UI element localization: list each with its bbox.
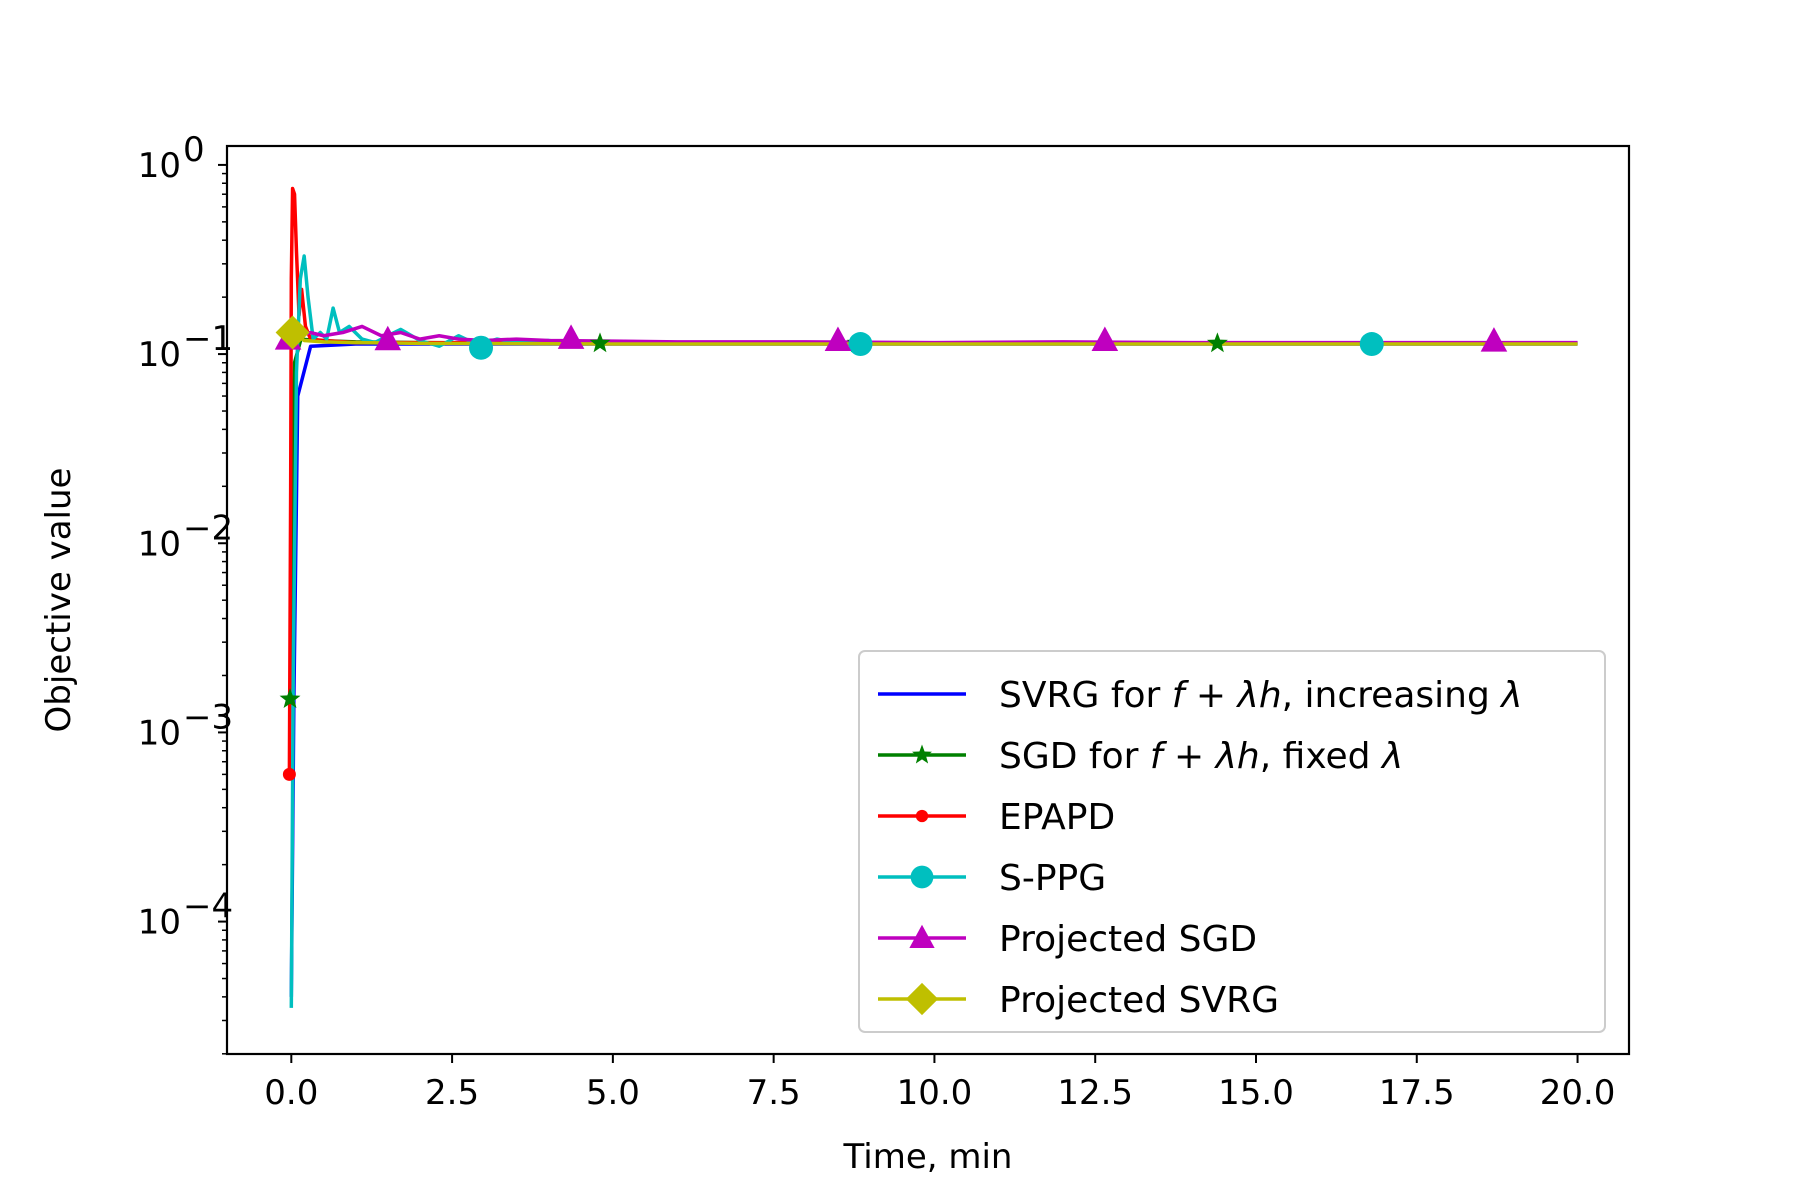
legend-frame	[858, 650, 1606, 1033]
series-marker	[1480, 327, 1508, 352]
y-axis-title: Objective value	[39, 468, 79, 733]
legend-label: Projected SVRG	[999, 980, 1279, 1021]
y-tick-label: 10	[138, 524, 181, 564]
series-marker	[824, 326, 852, 351]
series-marker	[848, 332, 873, 357]
y-tick-label: 10	[138, 146, 181, 186]
legend-marker	[912, 744, 932, 764]
legend-label: EPAPD	[999, 797, 1115, 838]
legend: SVRG for f + λh, increasing λ SGD for f +…	[858, 650, 1606, 1033]
y-tick-label: 10	[138, 713, 181, 753]
y-tick-label: 10	[138, 903, 181, 943]
series-marker	[282, 767, 296, 781]
series-line	[291, 331, 1578, 346]
x-tick-label: 0.0	[264, 1073, 318, 1113]
x-axis-ticks: 0.0 2.5 5.0 7.5 10.0 12.5 15.0 17.5 20.0	[264, 1054, 1615, 1113]
x-axis-title: Time, min	[843, 1137, 1013, 1177]
series-marker	[275, 315, 310, 350]
legend-label-part: , fixed	[1260, 736, 1382, 777]
x-tick-label: 20.0	[1540, 1073, 1616, 1113]
legend-marker	[905, 982, 939, 1016]
x-tick-label: 5.0	[586, 1073, 640, 1113]
series-marker	[279, 688, 301, 709]
legend-label: S-PPG	[999, 858, 1106, 899]
series-marker	[557, 324, 585, 349]
series-marker	[1091, 326, 1119, 351]
legend-label-part: SGD for	[999, 736, 1150, 777]
legend-label-part: λ	[1236, 675, 1259, 716]
y-tick-exponent: 0	[183, 130, 205, 170]
series-marker	[469, 335, 494, 360]
legend-label-part: λ	[1380, 736, 1403, 777]
legend-label: SVRG for f + λh, increasing λ	[999, 675, 1523, 716]
x-tick-label: 10.0	[897, 1073, 973, 1113]
x-tick-label: 15.0	[1218, 1073, 1294, 1113]
legend-label-part: +	[1184, 675, 1237, 716]
series-marker	[589, 332, 611, 353]
legend-label-part: SVRG for	[999, 675, 1172, 716]
x-tick-label: 12.5	[1057, 1073, 1133, 1113]
legend-label-part: λ	[1214, 736, 1237, 777]
x-tick-label: 2.5	[425, 1073, 479, 1113]
legend-label-part: +	[1163, 736, 1216, 777]
legend-label: SGD for f + λh, fixed λ	[999, 736, 1403, 777]
series-marker	[1359, 332, 1384, 357]
legend-marker	[909, 924, 935, 948]
x-tick-label: 7.5	[747, 1073, 801, 1113]
legend-label-part: λ	[1499, 675, 1522, 716]
legend-label: Projected SGD	[999, 919, 1257, 960]
legend-marker	[915, 809, 929, 823]
legend-label-part: , increasing	[1282, 675, 1502, 716]
legend-label-part: h	[1259, 675, 1282, 716]
y-tick-exponent: −3	[183, 697, 233, 737]
x-tick-label: 17.5	[1379, 1073, 1455, 1113]
marker-layer	[274, 315, 1508, 781]
series-marker	[374, 325, 402, 351]
series-marker	[1206, 332, 1228, 353]
legend-marker	[910, 865, 934, 889]
y-tick-exponent: −4	[183, 887, 233, 927]
y-tick-exponent: −1	[183, 319, 233, 359]
y-tick-exponent: −2	[183, 508, 233, 548]
y-tick-label: 10	[138, 335, 181, 375]
legend-label-part: h	[1237, 736, 1260, 777]
